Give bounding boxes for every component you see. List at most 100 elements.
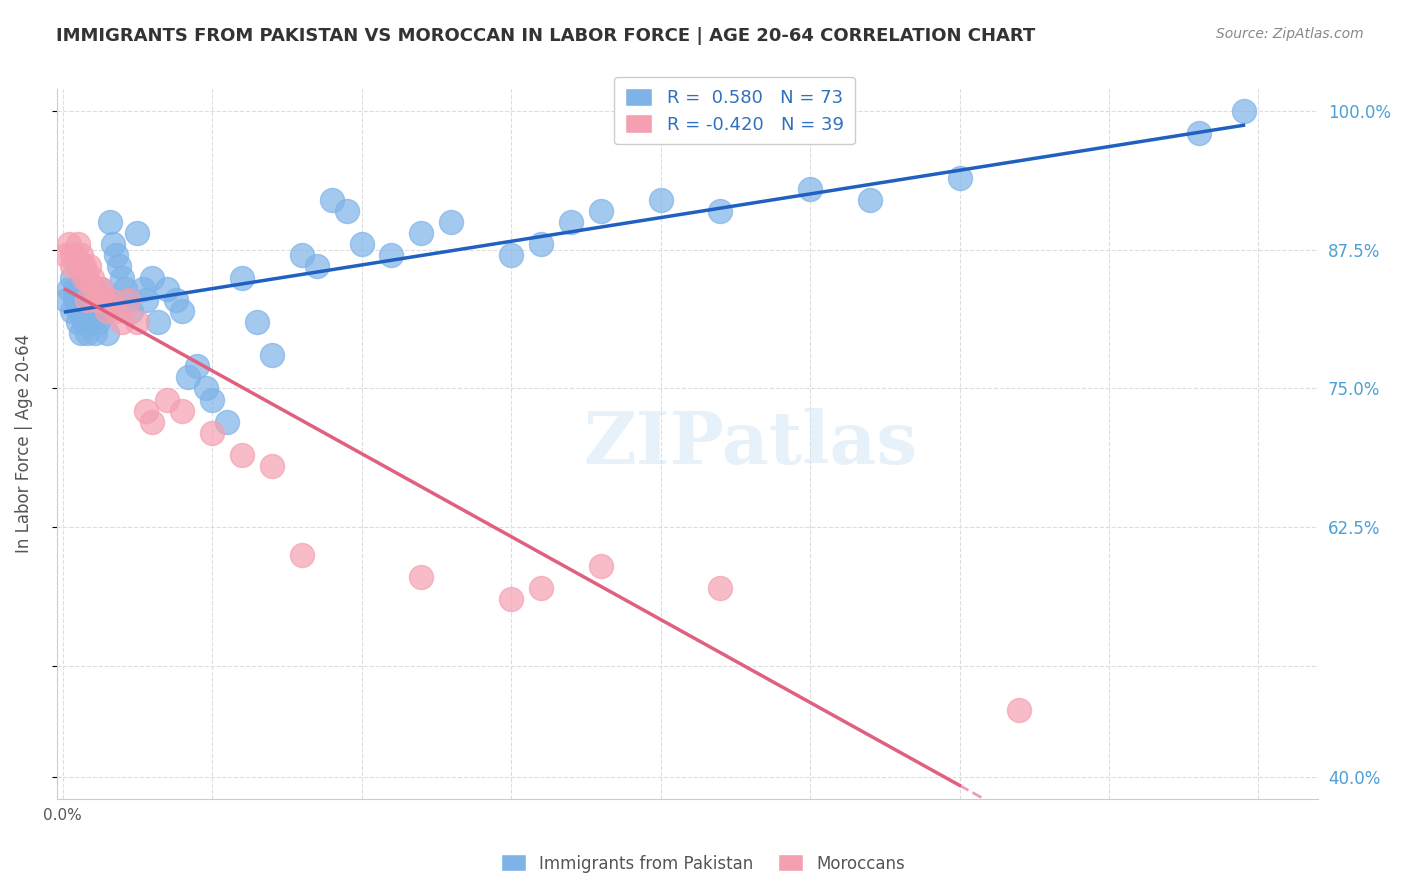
Point [93, 293, 115, 307]
Point [60, 303, 83, 318]
Point [127, 315, 149, 329]
Point [103, 237, 125, 252]
Point [105, 248, 128, 262]
Point [84, 303, 107, 318]
Point [82, 282, 104, 296]
Point [589, 204, 612, 219]
Point [499, 248, 522, 262]
Point [120, 303, 142, 318]
Point [215, 415, 238, 429]
Point [336, 204, 359, 219]
Point [72, 315, 94, 329]
Point [108, 260, 131, 274]
Point [76, 303, 98, 318]
Text: IMMIGRANTS FROM PAKISTAN VS MOROCCAN IN LABOR FORCE | AGE 20-64 CORRELATION CHAR: IMMIGRANTS FROM PAKISTAN VS MOROCCAN IN … [56, 27, 1035, 45]
Point [201, 425, 224, 440]
Point [100, 215, 122, 229]
Point [114, 282, 136, 296]
Point [87, 293, 110, 307]
Point [141, 270, 163, 285]
Point [84, 326, 107, 340]
Point [156, 392, 179, 407]
Point [87, 293, 110, 307]
Point [246, 315, 269, 329]
Point [117, 293, 139, 307]
Point [411, 226, 433, 240]
Point [260, 348, 283, 362]
Point [76, 270, 98, 285]
Point [60, 270, 83, 285]
Point [72, 260, 94, 274]
Point [260, 458, 283, 473]
Point [589, 558, 612, 573]
Point [1188, 127, 1211, 141]
Point [172, 403, 194, 417]
Point [76, 326, 98, 340]
Point [55, 293, 77, 307]
Point [90, 282, 112, 296]
Point [84, 282, 107, 296]
Point [60, 260, 83, 274]
Text: Source: ZipAtlas.com: Source: ZipAtlas.com [1216, 27, 1364, 41]
Point [799, 182, 821, 196]
Point [72, 293, 94, 307]
Point [79, 315, 101, 329]
Y-axis label: In Labor Force | Age 20-64: In Labor Force | Age 20-64 [15, 334, 32, 553]
Text: ZIPatlas: ZIPatlas [583, 409, 918, 479]
Point [291, 248, 314, 262]
Point [195, 381, 218, 395]
Point [132, 282, 155, 296]
Point [69, 248, 91, 262]
Point [321, 193, 343, 207]
Point [58, 282, 80, 296]
Point [66, 260, 89, 274]
Point [1232, 104, 1254, 119]
Point [63, 248, 86, 262]
Point [177, 370, 200, 384]
Legend: Immigrants from Pakistan, Moroccans: Immigrants from Pakistan, Moroccans [494, 847, 912, 880]
Point [82, 293, 104, 307]
Point [66, 303, 89, 318]
Point [135, 293, 157, 307]
Point [60, 248, 83, 262]
Point [66, 315, 89, 329]
Point [58, 237, 80, 252]
Point [141, 415, 163, 429]
Point [111, 315, 134, 329]
Point [172, 303, 194, 318]
Point [82, 270, 104, 285]
Point [100, 293, 122, 307]
Point [186, 359, 208, 374]
Point [440, 215, 463, 229]
Point [156, 282, 179, 296]
Point [72, 270, 94, 285]
Point [63, 282, 86, 296]
Point [709, 204, 731, 219]
Point [411, 570, 433, 584]
Point [530, 581, 553, 595]
Point [87, 315, 110, 329]
Point [127, 226, 149, 240]
Point [111, 270, 134, 285]
Point [1008, 703, 1031, 717]
Point [117, 293, 139, 307]
Point [79, 303, 101, 318]
Point [96, 293, 118, 307]
Point [93, 303, 115, 318]
Point [90, 282, 112, 296]
Point [499, 592, 522, 607]
Point [231, 448, 253, 462]
Point [201, 392, 224, 407]
Point [76, 293, 98, 307]
Point [380, 248, 402, 262]
Point [650, 193, 672, 207]
Point [55, 248, 77, 262]
Point [63, 293, 86, 307]
Point [560, 215, 582, 229]
Point [859, 193, 882, 207]
Point [948, 170, 970, 185]
Point [135, 403, 157, 417]
Point [96, 326, 118, 340]
Point [79, 260, 101, 274]
Point [148, 315, 170, 329]
